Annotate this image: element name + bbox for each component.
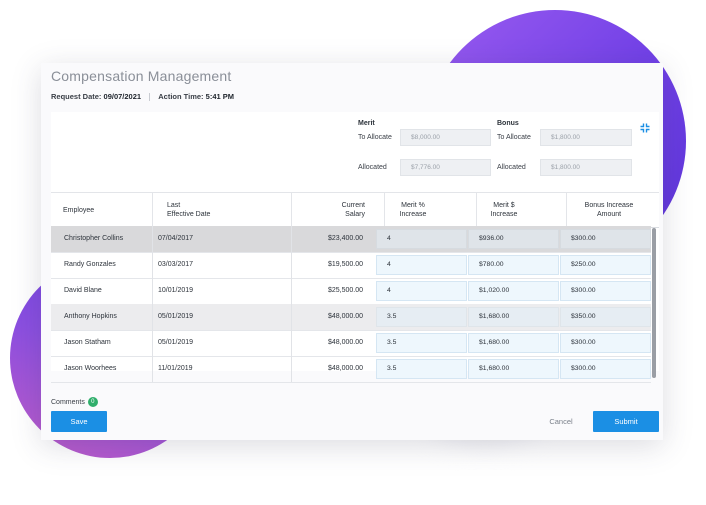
merit-pct-input[interactable]: 4 — [376, 255, 467, 275]
row-divider — [291, 252, 292, 278]
effective-date: 11/01/2019 — [158, 365, 193, 372]
collapse-arrows-icon[interactable] — [640, 123, 650, 133]
col-current-salary[interactable]: Current Salary — [341, 202, 365, 218]
col-employee[interactable]: Employee — [63, 206, 95, 214]
table-row[interactable]: Jason Statham 05/01/2019 $48,000.00 3.5 … — [51, 330, 651, 357]
effective-date: 03/03/2017 — [158, 261, 194, 268]
row-divider — [291, 226, 292, 252]
row-divider — [291, 278, 292, 304]
merit-pct-input[interactable]: 4 — [376, 229, 467, 249]
row-divider — [152, 226, 153, 252]
page-title: Compensation Management — [51, 68, 232, 84]
merit-amt-input[interactable]: $936.00 — [468, 229, 559, 249]
row-divider — [152, 278, 153, 304]
col-bonus-increase[interactable]: Bonus Increase Amount — [584, 202, 634, 218]
bonus-heading: Bonus — [497, 120, 519, 127]
action-time-label: Action Time: — [158, 92, 204, 101]
comments-count-badge: 0 — [87, 397, 98, 407]
bonus-input[interactable]: $300.00 — [560, 333, 651, 353]
merit-amt-input[interactable]: $1,680.00 — [468, 307, 559, 327]
current-salary: $19,500.00 — [327, 261, 363, 268]
bonus-to-allocate-label: To Allocate — [497, 134, 531, 141]
merit-heading: Merit — [358, 120, 375, 127]
merit-amt-input[interactable]: $1,680.00 — [468, 333, 559, 353]
request-date-label: Request Date: — [51, 92, 102, 101]
employee-name: Jason Statham — [64, 339, 111, 346]
employee-name: Jason Woorhees — [64, 365, 117, 372]
header-divider — [566, 193, 567, 227]
employee-name: Anthony Hopkins — [64, 313, 117, 320]
submit-button[interactable]: Submit — [593, 411, 659, 432]
row-divider — [291, 356, 292, 382]
meta-separator — [149, 93, 151, 102]
current-salary: $48,000.00 — [327, 365, 363, 372]
employee-name: Christopher Collins — [64, 235, 124, 242]
effective-date: 05/01/2019 — [158, 313, 194, 320]
comments-label: Comments — [51, 398, 85, 406]
header-divider — [476, 193, 477, 227]
current-salary: $23,400.00 — [327, 235, 363, 242]
header-divider — [291, 193, 292, 227]
row-divider — [291, 330, 292, 356]
merit-to-allocate-label: To Allocate — [358, 134, 392, 141]
table-row[interactable]: Randy Gonzales 03/03/2017 $19,500.00 4 $… — [51, 252, 651, 279]
row-divider — [152, 356, 153, 382]
comments-link[interactable]: Comments 0 — [51, 397, 98, 407]
action-time-value: 5:41 PM — [205, 92, 235, 101]
table-header: Employee Last Effective Date Current Salar… — [51, 192, 659, 228]
merit-amt-input[interactable]: $780.00 — [468, 255, 559, 275]
table-row[interactable]: Jason Woorhees 11/01/2019 $48,000.00 3.5… — [51, 356, 651, 383]
merit-allocated-field: $7,776.00 — [400, 159, 491, 176]
effective-date: 05/01/2019 — [158, 339, 194, 346]
current-salary: $48,000.00 — [327, 313, 363, 320]
request-meta: Request Date: 09/07/2021 Action Time: 5:… — [51, 92, 235, 102]
merit-to-allocate-field: $8,000.00 — [400, 129, 491, 146]
table-scrollbar[interactable] — [652, 228, 656, 378]
table-row[interactable]: David Blane 10/01/2019 $25,500.00 4 $1,0… — [51, 278, 651, 305]
bonus-allocated-label: Allocated — [497, 164, 526, 171]
effective-date: 07/04/2017 — [158, 235, 194, 242]
bonus-to-allocate-field: $1,800.00 — [540, 129, 632, 146]
employee-name: Randy Gonzales — [64, 261, 116, 268]
bonus-input[interactable]: $250.00 — [560, 255, 651, 275]
header-divider — [152, 193, 153, 227]
merit-pct-input[interactable]: 4 — [376, 281, 467, 301]
cancel-button[interactable]: Cancel — [549, 417, 573, 426]
header-divider — [384, 193, 385, 227]
bonus-input[interactable]: $300.00 — [560, 229, 651, 249]
save-button[interactable]: Save — [51, 411, 107, 432]
main-panel: Merit To Allocate $8,000.00 Allocated $7… — [51, 112, 659, 383]
merit-allocated-label: Allocated — [358, 164, 387, 171]
bonus-allocated-field: $1,800.00 — [540, 159, 632, 176]
bonus-input[interactable]: $350.00 — [560, 307, 651, 327]
employee-name: David Blane — [64, 287, 102, 294]
row-divider — [152, 252, 153, 278]
table-row[interactable]: Christopher Collins 07/04/2017 $23,400.0… — [51, 226, 651, 253]
table-row[interactable]: Anthony Hopkins 05/01/2019 $48,000.00 3.… — [51, 304, 651, 331]
effective-date: 10/01/2019 — [158, 287, 194, 294]
merit-pct-input[interactable]: 3.5 — [376, 307, 467, 327]
bonus-input[interactable]: $300.00 — [560, 281, 651, 301]
col-merit-amt[interactable]: Merit $ Increase — [490, 202, 518, 218]
row-divider — [152, 330, 153, 356]
merit-amt-input[interactable]: $1,020.00 — [468, 281, 559, 301]
merit-pct-input[interactable]: 3.5 — [376, 359, 467, 379]
row-divider — [291, 304, 292, 330]
current-salary: $25,500.00 — [327, 287, 363, 294]
compensation-card: Compensation Management Request Date: 09… — [41, 63, 663, 440]
bonus-input[interactable]: $300.00 — [560, 359, 651, 379]
col-merit-pct[interactable]: Merit % Increase — [399, 202, 427, 218]
merit-amt-input[interactable]: $1,680.00 — [468, 359, 559, 379]
merit-pct-input[interactable]: 3.5 — [376, 333, 467, 353]
col-last-effective-date[interactable]: Last Effective Date — [167, 202, 211, 218]
current-salary: $48,000.00 — [327, 339, 363, 346]
request-date-value: 09/07/2021 — [103, 92, 142, 101]
row-divider — [152, 304, 153, 330]
